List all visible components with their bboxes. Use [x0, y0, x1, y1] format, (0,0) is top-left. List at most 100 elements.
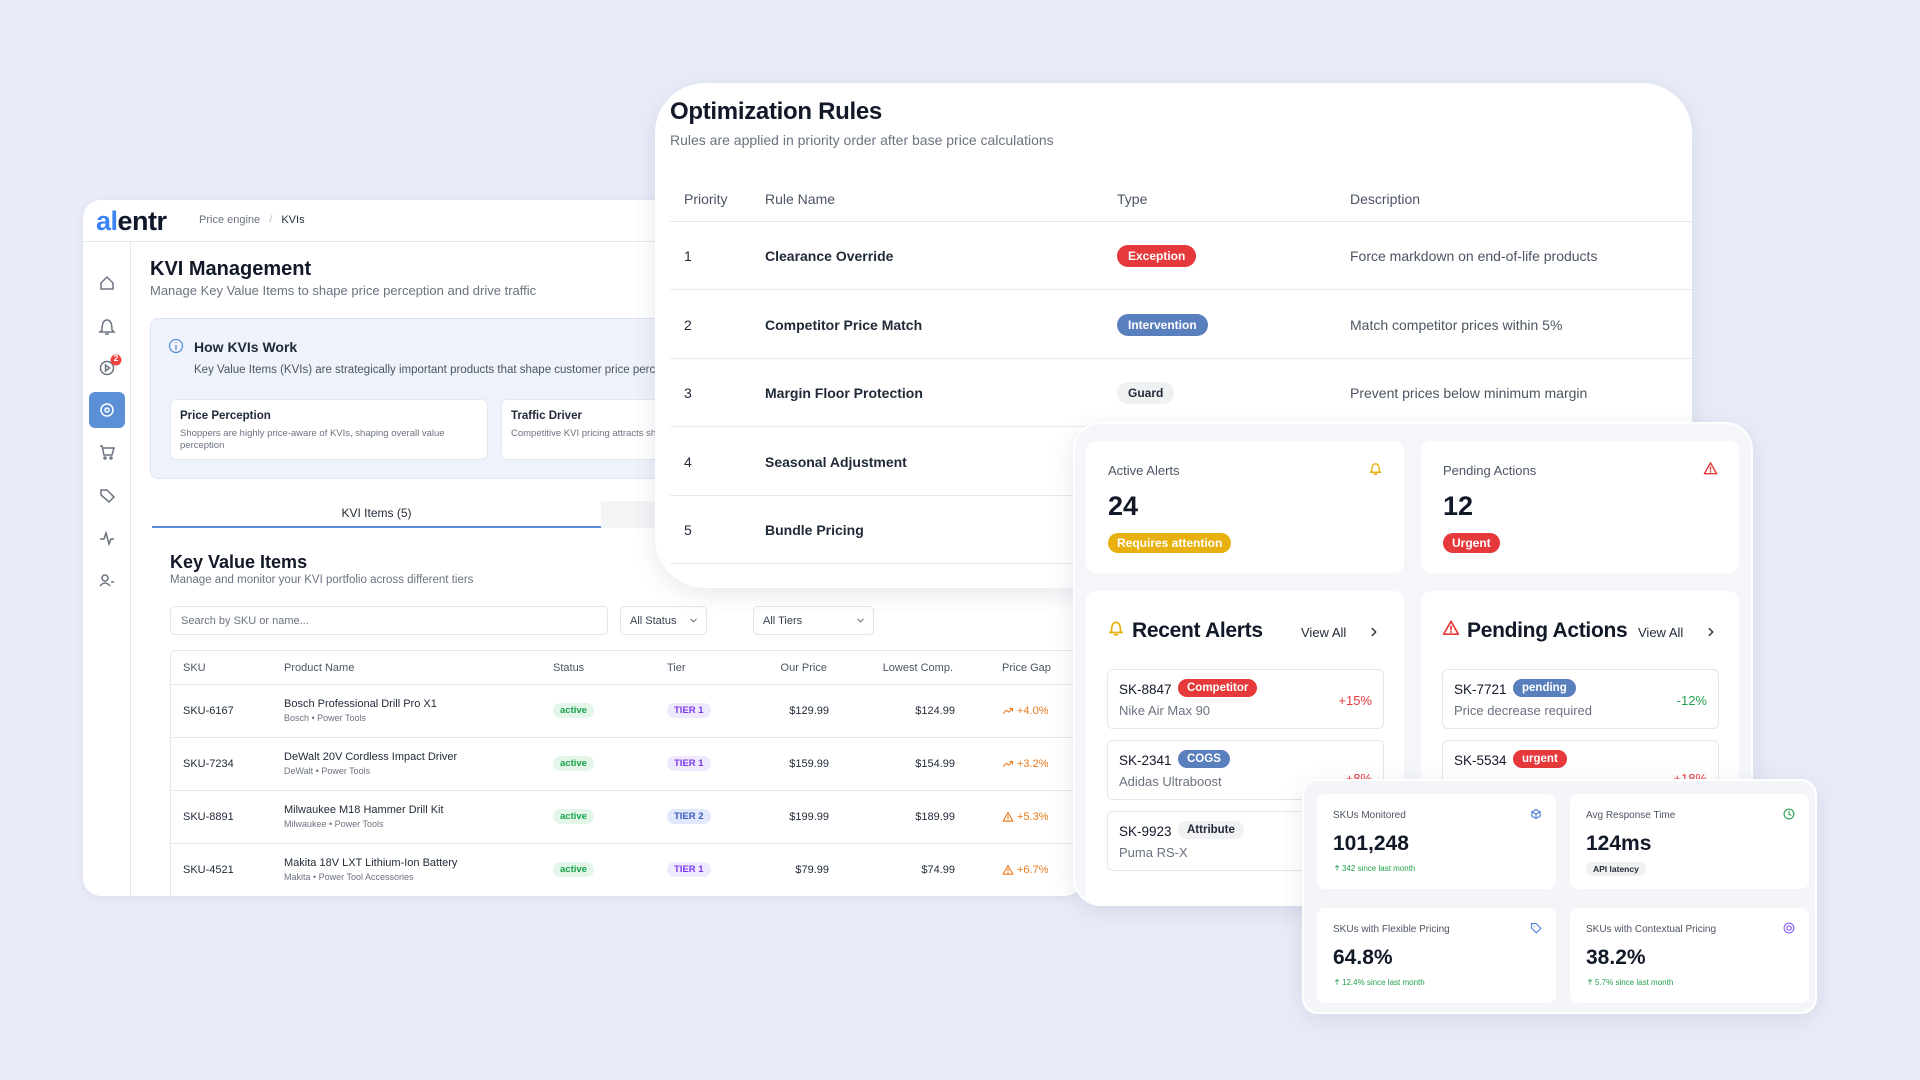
view-all-link[interactable]: View All: [1638, 625, 1684, 640]
play-icon[interactable]: [99, 360, 115, 376]
section-subtitle: Manage and monitor your KVI portfolio ac…: [170, 574, 474, 586]
stat-label: Pending Actions: [1443, 463, 1537, 478]
trend-icon: [1002, 760, 1014, 767]
alert-item[interactable]: SK-7721 pending Price decrease required -12…: [1442, 669, 1719, 729]
our-price: $159.99: [789, 758, 829, 770]
alert-tag: COGS: [1178, 750, 1230, 768]
table-row[interactable]: SKU-6167 Bosch Professional Drill Pro X1 B…: [171, 685, 1083, 738]
info-card: Price Perception Shoppers are highly pric…: [170, 399, 488, 460]
warning-icon: [1703, 462, 1718, 475]
bell-icon: [1108, 621, 1124, 636]
alert-item[interactable]: SK-9923 Attribute Puma RS-X: [1107, 811, 1384, 871]
filter-label: All Tiers: [763, 615, 803, 627]
column-header: Type: [1117, 191, 1148, 207]
alert-product: Adidas Ultraboost: [1119, 774, 1222, 789]
notification-dot: [110, 354, 122, 366]
lowest-comp: $154.99: [915, 758, 955, 770]
target-icon: [1783, 922, 1795, 934]
up-icon: [1334, 865, 1340, 871]
up-icon: [1334, 979, 1340, 985]
sidebar: [83, 242, 131, 896]
filter-dropdown[interactable]: All Status: [620, 606, 707, 635]
rules-subtitle: Rules are applied in priority order afte…: [670, 132, 1054, 148]
rule-row[interactable]: 2 Competitor Price Match Intervention Match…: [670, 291, 1692, 359]
breadcrumb-item[interactable]: KVIs: [281, 214, 305, 226]
product-name: DeWalt 20V Cordless Impact Driver: [284, 751, 458, 763]
rule-name: Seasonal Adjustment: [765, 453, 907, 470]
recent-card: Recent Alerts View All SK-8847 Competitor Ni…: [1086, 591, 1404, 904]
stat-badge: Urgent: [1443, 533, 1500, 553]
rule-type-badge: Intervention: [1117, 313, 1208, 336]
price-gap: +4.0%: [1017, 705, 1049, 717]
rule-priority: 3: [684, 385, 692, 401]
kvi-table: SKU Product Name Status Tier Our Price Lowest…: [170, 650, 1083, 896]
cart-icon[interactable]: [100, 445, 115, 456]
sidebar-icons: [89, 275, 125, 587]
metric-value: 64.8%: [1333, 946, 1393, 969]
metric-value: 124ms: [1586, 832, 1652, 855]
column-header: Our Price: [780, 662, 827, 674]
warning-icon: [1002, 864, 1014, 875]
column-header: Priority: [684, 191, 728, 207]
notification-count: 2: [113, 354, 119, 363]
alert-item[interactable]: SK-8847 Competitor Nike Air Max 90 +15%: [1107, 669, 1384, 729]
warning-icon: [1002, 811, 1014, 822]
price-gap: +3.2%: [1017, 758, 1049, 770]
rule-priority: 2: [684, 316, 692, 333]
breadcrumb-item[interactable]: Price engine: [199, 214, 261, 226]
table-row[interactable]: SKU-7234 DeWalt 20V Cordless Impact Drive…: [171, 738, 1083, 791]
rule-name: Competitor Price Match: [765, 316, 923, 333]
stat-label: Active Alerts: [1108, 463, 1180, 478]
rule-priority: 4: [684, 453, 692, 470]
breadcrumb-separator: /: [269, 214, 273, 226]
column-header: SKU: [183, 662, 206, 674]
alert-change: -12%: [1676, 693, 1707, 708]
metric-label: SKUs with Contextual Pricing: [1586, 924, 1717, 935]
alert-sku: SK-2341: [1119, 753, 1172, 768]
top-bar: [83, 200, 1083, 242]
alert-tag: urgent: [1513, 750, 1567, 768]
users-icon[interactable]: [101, 574, 109, 582]
rules-title: Optimization Rules: [670, 98, 882, 125]
info-title: How KVIs Work: [194, 339, 298, 355]
active-nav[interactable]: [89, 392, 125, 428]
logo-rest: entr: [117, 206, 168, 236]
metrics-panel: SKUs Monitored 101,248 342 since last mont…: [1302, 779, 1817, 1014]
info-card-text: Competitive KVI pricing attracts shopper…: [511, 428, 777, 439]
lowest-comp: $124.99: [915, 705, 955, 717]
stat-value: 24: [1108, 491, 1139, 521]
rule-row[interactable]: 3 Margin Floor Protection Guard Prevent pri…: [670, 359, 1692, 427]
activity-icon[interactable]: [100, 530, 114, 547]
bell-icon: [1369, 463, 1382, 475]
table-row[interactable]: SKU-8891 Milwaukee M18 Hammer Drill Kit Mi…: [171, 791, 1083, 844]
status-badge: active: [553, 756, 594, 771]
filter-dropdown[interactable]: All Tiers: [753, 606, 874, 635]
rule-row[interactable]: 1 Clearance Override Exception Force markdo…: [670, 222, 1692, 290]
section-title: Pending Actions: [1467, 619, 1628, 642]
table-row[interactable]: SKU-4521 Makita 18V LXT Lithium-Ion Batte…: [171, 844, 1083, 896]
up-icon: [1587, 979, 1593, 985]
column-header: Product Name: [284, 662, 355, 674]
page-title: KVI Management: [150, 258, 312, 280]
breadcrumb: Price engine / KVIs: [199, 214, 305, 226]
rule-description: Force markdown on end-of-life products: [1350, 248, 1598, 264]
home-icon[interactable]: [100, 275, 114, 290]
alerts-icon[interactable]: [98, 319, 116, 335]
tag-icon[interactable]: [100, 489, 116, 504]
status-badge: active: [553, 862, 594, 877]
logo-accent: al: [96, 206, 118, 236]
rule-description: Prevent prices below minimum margin: [1350, 385, 1588, 401]
info-card-title: Traffic Driver: [511, 410, 582, 422]
filter-label: All Status: [630, 615, 677, 627]
tier-badge: TIER 1: [667, 862, 711, 877]
rule-priority: 1: [684, 248, 692, 264]
search-input[interactable]: Search by SKU or name...: [170, 606, 608, 635]
tab[interactable]: KVI Items (5): [152, 501, 601, 528]
info-text: Key Value Items (KVIs) are strategically…: [194, 364, 687, 376]
alert-product: Price decrease required: [1454, 703, 1593, 718]
metric-note: 342 since last month: [1342, 864, 1416, 873]
view-all-link[interactable]: View All: [1301, 625, 1347, 640]
metric-card: SKUs with Contextual Pricing 38.2% 5.7% si…: [1570, 908, 1809, 1003]
down-icon: [690, 618, 697, 623]
